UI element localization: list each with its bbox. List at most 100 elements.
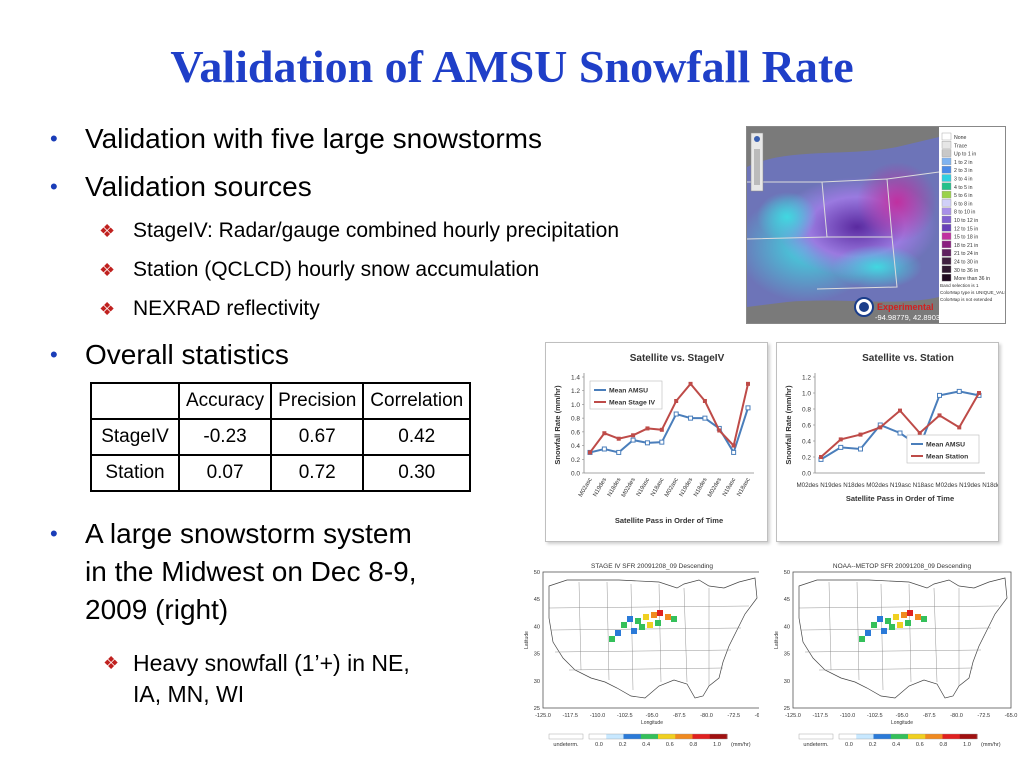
series-line <box>589 382 749 454</box>
x-tick-label: N18des <box>607 477 623 498</box>
x-tick-label: -95.0 <box>646 713 659 719</box>
legend-label: Mean Stage IV <box>609 400 656 407</box>
y-tick-label: 40 <box>784 624 790 630</box>
data-point <box>588 450 592 455</box>
data-point <box>630 437 636 443</box>
legend-swatch <box>941 166 952 174</box>
data-point <box>731 449 737 455</box>
chart-satellite-vs-station: Satellite vs. Station 0.0 0.2 0.4 0.6 0.8 1.0 1… <box>776 342 1004 542</box>
colorbar-segment <box>873 734 892 739</box>
colorbar-segment <box>856 734 874 739</box>
source-text: StageIV: Radar/gauge combined hourly pre… <box>133 219 620 242</box>
y-tick-label: 1.0 <box>802 391 811 398</box>
legend-swatch <box>941 190 952 199</box>
source-item: ❖ StageIV: Radar/gauge combined hourly p… <box>99 217 620 245</box>
data-point <box>616 449 622 455</box>
data-point <box>659 439 665 445</box>
source-text: Station (QCLCD) hourly snow accumulation <box>133 258 540 281</box>
colorbar-segment <box>959 734 978 739</box>
state-border <box>818 667 974 671</box>
legend-box <box>589 380 663 410</box>
legend-swatch <box>941 257 952 265</box>
state-border <box>550 627 742 631</box>
source-text: NEXRAD reflectivity <box>133 297 320 320</box>
y-axis-label: Latitude <box>774 631 780 649</box>
legend-swatch <box>941 248 952 257</box>
legend-swatch <box>941 215 952 224</box>
legend-swatch <box>941 232 952 240</box>
x-tick-label: -102.5 <box>617 713 633 719</box>
table-cell: Station <box>90 454 180 492</box>
data-point <box>731 443 736 448</box>
bullet-text-line: 2009 (right) <box>85 594 229 625</box>
x-tick-label: N19des <box>593 477 609 498</box>
table-header-cell: Correlation <box>362 382 472 420</box>
state-border <box>908 583 912 683</box>
y-axis-label: Latitude <box>524 631 530 649</box>
state-border <box>880 583 884 691</box>
chart-title: Satellite vs. StageIV <box>630 353 725 364</box>
y-tick-label: 0.4 <box>571 443 580 450</box>
source-item: ❖ NEXRAD reflectivity <box>99 295 320 323</box>
legend-note: Band selection is 1 <box>940 283 979 288</box>
legend-label: 24 to 30 in <box>954 260 978 266</box>
map-svg: STAGE IV SFR 20091208_09 Descending -125.… <box>524 563 767 748</box>
data-point <box>659 427 664 432</box>
precip-pixel <box>657 610 663 616</box>
colorbar-segment <box>925 734 943 739</box>
state-border <box>606 581 610 681</box>
colorbar-frame <box>838 733 978 740</box>
legend-label: 30 to 36 in <box>954 268 978 274</box>
table-cell: 0.67 <box>270 418 365 456</box>
colorbar-segment <box>709 734 728 739</box>
colorbar-segment <box>908 734 926 739</box>
bullet-validation-sources: • Validation sources <box>50 169 312 205</box>
x-tick-label: -102.5 <box>867 713 883 719</box>
precip-pixel <box>865 630 871 636</box>
precip-pixel <box>897 622 903 628</box>
bullet-text-line: A large snowstorm system <box>85 518 412 549</box>
colorbar-tick: 0.4 <box>892 742 900 748</box>
colorbar-tick: 0.4 <box>642 742 650 748</box>
country-outline <box>548 577 758 699</box>
x-axis-label: Satellite Pass in Order of Time <box>846 494 954 503</box>
map-svg: NOAA--METOP SFR 20091208_09 Descending -1… <box>774 563 1018 748</box>
x-tick-label: -125.0 <box>535 713 551 719</box>
y-tick-label: 25 <box>534 706 540 712</box>
table-cell: -0.23 <box>177 418 273 456</box>
table-header-cell: Accuracy <box>177 382 273 420</box>
bullet-overall-statistics: • Overall statistics <box>50 337 289 373</box>
y-tick-label: 1.2 <box>571 388 580 395</box>
x-tick-labels: M02des N19des N18des M02des N19asc N18as… <box>796 482 998 489</box>
colorbar-segment <box>606 734 624 739</box>
precip-pixel <box>905 620 911 626</box>
legend-label: None <box>954 135 967 141</box>
y-tick-label: 50 <box>784 570 790 576</box>
colorbar-segment <box>942 734 961 739</box>
x-tick-label: N18des <box>693 477 709 498</box>
precip-pixel <box>907 610 913 616</box>
x-tick-label: -110.0 <box>590 713 605 719</box>
x-tick-label: -65.0 <box>1005 713 1018 719</box>
y-tick-label: 30 <box>784 679 790 685</box>
map-coordinates: -94.98779, 42.89032 <box>875 313 944 322</box>
colorbar-segment <box>640 734 659 739</box>
state-border <box>933 587 938 683</box>
precip-pixel <box>621 622 627 628</box>
data-point <box>717 428 722 433</box>
y-tick-label: 0.8 <box>802 407 811 414</box>
chart-svg: Satellite vs. Station 0.0 0.2 0.4 0.6 0.8 1.0 1… <box>784 353 1004 503</box>
x-tick-label: -87.5 <box>923 713 936 719</box>
y-tick-label: 45 <box>534 597 540 603</box>
colorbar-unit: (mm/hr) <box>981 742 1001 748</box>
data-point <box>897 430 903 436</box>
legend-label: Mean Station <box>926 454 968 461</box>
data-point <box>956 388 962 394</box>
x-tick-label: N18asc <box>736 477 751 498</box>
legend-swatch <box>941 207 952 215</box>
data-point <box>917 431 922 435</box>
y-tick-label: 0.4 <box>802 439 811 446</box>
colorbar-segment <box>675 734 693 739</box>
legend-box <box>906 434 980 464</box>
legend-label: More than 36 in <box>954 276 990 282</box>
